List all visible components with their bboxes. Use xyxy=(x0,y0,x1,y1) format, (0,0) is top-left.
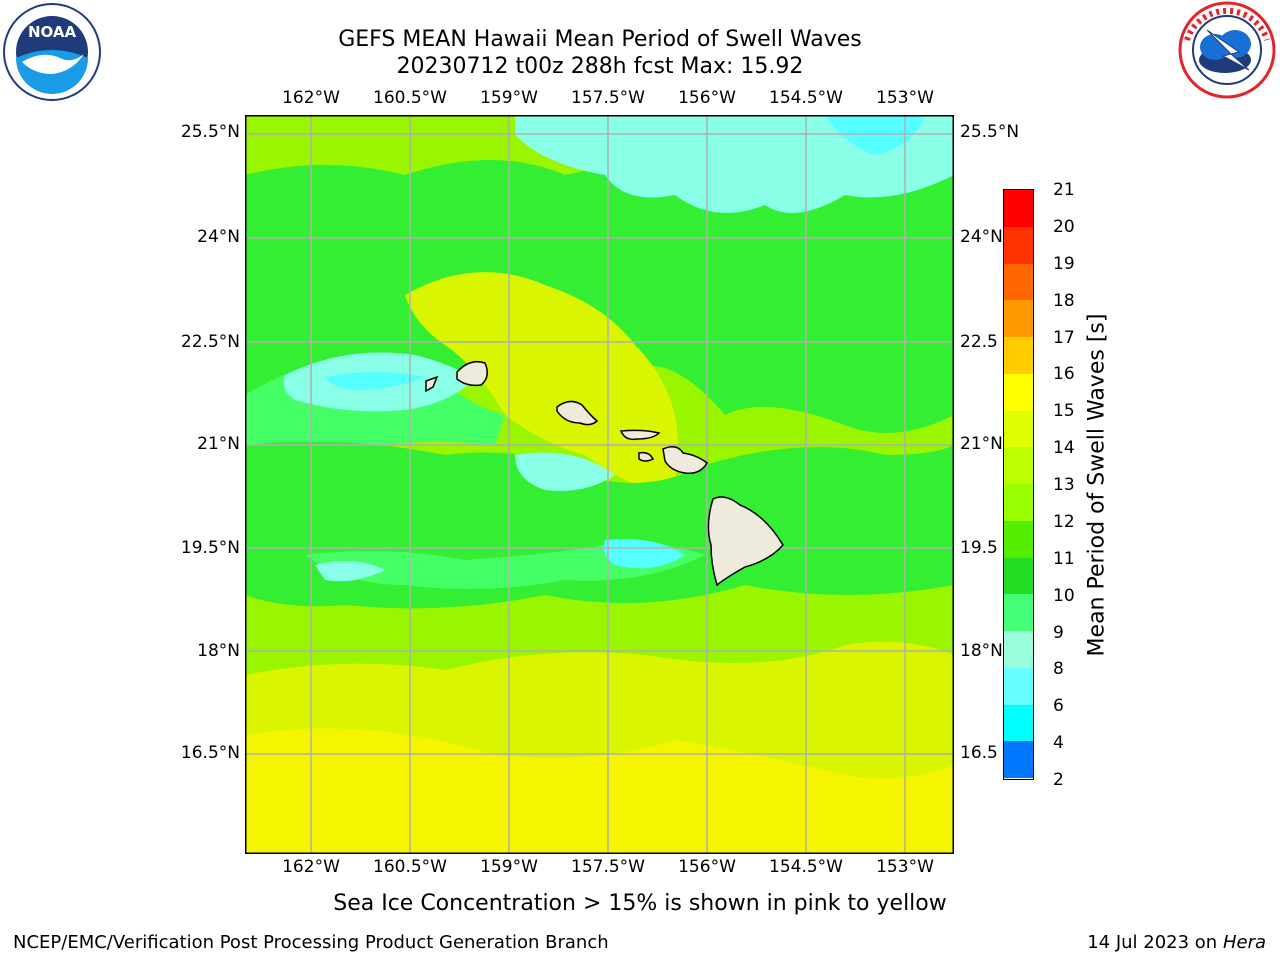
colorbar-block xyxy=(1004,631,1033,668)
colorbar-title: Mean Period of Swell Waves [s] xyxy=(1084,313,1110,657)
lat-tick-left: 19.5°N xyxy=(180,538,240,558)
graticule xyxy=(245,115,954,854)
footer-credit: NCEP/EMC/Verification Post Processing Pr… xyxy=(13,932,609,953)
map-title-line2: 20230712 t00z 288h fcst Max: 15.92 xyxy=(396,54,804,79)
colorbar-block xyxy=(1004,410,1033,448)
lon-tick-bottom: 159°W xyxy=(480,857,538,877)
field-mid-lightgreen xyxy=(305,543,705,589)
islands xyxy=(425,360,784,587)
nws-logo-icon xyxy=(1177,0,1277,100)
colorbar-block xyxy=(1004,447,1033,484)
colorbar-block xyxy=(1004,520,1033,558)
colorbar-tick-label: 15 xyxy=(1053,401,1075,422)
noaa-logo-text: NOAA xyxy=(28,23,77,41)
lat-tick-right: 21°N xyxy=(960,434,1003,454)
colorbar xyxy=(1003,189,1034,780)
map-title-line1: GEFS MEAN Hawaii Mean Period of Swell Wa… xyxy=(338,27,862,52)
colorbar-block xyxy=(1004,190,1033,227)
field-kauai-cyan xyxy=(325,372,425,390)
lon-tick-bottom: 154.5°W xyxy=(769,857,843,877)
colorbar-tick-label: 16 xyxy=(1053,364,1075,385)
lon-tick-bottom: 156°W xyxy=(678,857,736,877)
lon-tick-bottom: 160.5°W xyxy=(373,857,447,877)
lat-tick-left: 25.5°N xyxy=(180,122,240,142)
sea-ice-note: Sea Ice Concentration > 15% is shown in … xyxy=(333,891,947,916)
colorbar-tick-label: 19 xyxy=(1053,253,1075,274)
lat-tick-left: 22.5°N xyxy=(180,332,240,352)
lon-tick-top: 157.5°W xyxy=(571,88,645,108)
colorbar-block xyxy=(1004,704,1033,742)
colorbar-block xyxy=(1004,557,1033,595)
colorbar-block xyxy=(1004,373,1033,411)
lat-tick-right: 22.5 xyxy=(960,332,998,352)
colorbar-tick-label: 18 xyxy=(1053,290,1075,311)
swell-period-map xyxy=(245,115,954,854)
map-frame xyxy=(245,115,954,854)
lat-tick-right: 25.5°N xyxy=(960,122,1020,142)
lat-tick-right: 19.5 xyxy=(960,538,998,558)
footer-date: 14 Jul 2023 on Hera xyxy=(1087,932,1266,953)
lat-tick-right: 16.5 xyxy=(960,743,998,763)
island-lanai xyxy=(638,451,655,462)
colorbar-tick-label: 6 xyxy=(1053,696,1064,717)
colorbar-tick-label: 12 xyxy=(1053,511,1075,532)
colorbar-tick-label: 21 xyxy=(1053,180,1075,200)
colorbar-block xyxy=(1004,594,1033,631)
colorbar-tick-label: 13 xyxy=(1053,475,1075,495)
colorbar-block xyxy=(1004,667,1033,705)
lon-tick-top: 156°W xyxy=(678,88,736,108)
island-oahu xyxy=(556,400,599,426)
island-molokai xyxy=(619,429,661,441)
colorbar-tick-label: 17 xyxy=(1053,327,1075,348)
footer-host: Hera xyxy=(1222,932,1266,953)
lon-tick-top: 159°W xyxy=(480,88,538,108)
colorbar-block xyxy=(1004,484,1033,521)
colorbar-tick-label: 2 xyxy=(1053,770,1064,790)
lat-tick-left: 18°N xyxy=(197,641,240,661)
colorbar-block xyxy=(1004,263,1033,301)
lat-tick-left: 16.5°N xyxy=(180,743,240,763)
lon-tick-top: 160.5°W xyxy=(373,88,447,108)
island-maui xyxy=(662,446,708,475)
lat-tick-right: 24°N xyxy=(960,227,1003,247)
field-north-aqua xyxy=(515,115,954,213)
field-central-yellowgreen xyxy=(405,272,679,495)
lat-tick-right: 18°N xyxy=(960,641,1003,661)
field-south-yellow xyxy=(245,728,954,854)
lon-tick-top: 162°W xyxy=(282,88,340,108)
colorbar-block xyxy=(1004,337,1033,374)
field-north-cyan xyxy=(825,115,925,155)
island-niihau xyxy=(425,375,439,393)
colorbar-tick-label: 20 xyxy=(1053,216,1075,237)
noaa-logo-icon: NOAA xyxy=(2,2,102,102)
field-oahu-aqua xyxy=(515,452,615,491)
lon-tick-bottom: 162°W xyxy=(282,857,340,877)
colorbar-tick-label: 9 xyxy=(1053,622,1064,643)
colorbar-block xyxy=(1004,226,1033,264)
colorbar-block xyxy=(1004,300,1033,337)
colorbar-tick-label: 10 xyxy=(1053,585,1075,606)
island-hawaii xyxy=(707,496,784,587)
lat-tick-left: 24°N xyxy=(197,227,240,247)
map-panel xyxy=(245,115,954,854)
lon-tick-top: 153°W xyxy=(876,88,934,108)
lon-tick-top: 154.5°W xyxy=(769,88,843,108)
lon-tick-bottom: 153°W xyxy=(876,857,934,877)
lat-tick-left: 21°N xyxy=(197,434,240,454)
island-kauai xyxy=(456,360,488,387)
field-bigisland-cyan xyxy=(603,539,685,569)
colorbar-tick-label: 14 xyxy=(1053,438,1075,459)
lon-tick-bottom: 157.5°W xyxy=(571,857,645,877)
colorbar-block xyxy=(1004,741,1033,778)
colorbar-tick-label: 8 xyxy=(1053,659,1064,680)
colorbar-tick-label: 4 xyxy=(1053,733,1064,754)
footer-date-text: 14 Jul 2023 on xyxy=(1087,932,1223,953)
colorbar-tick-label: 11 xyxy=(1053,548,1075,569)
field-south-aqua xyxy=(315,561,385,582)
